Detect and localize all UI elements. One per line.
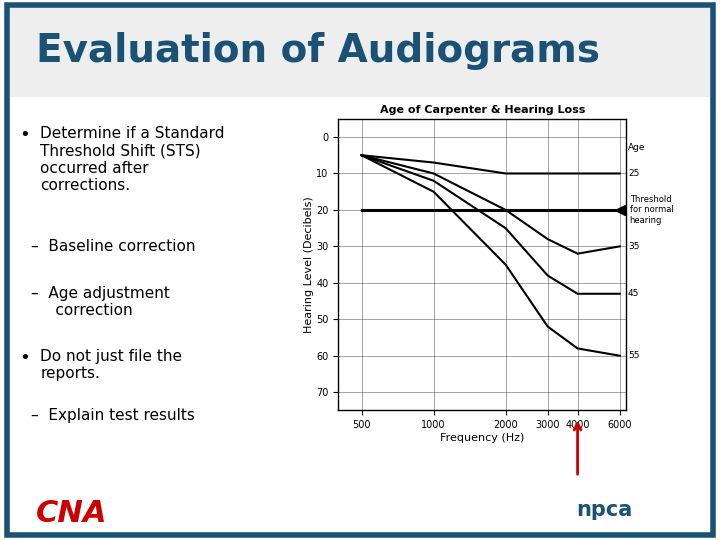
Text: Evaluation of Audiograms: Evaluation of Audiograms (36, 32, 600, 70)
Text: 45: 45 (628, 289, 639, 298)
Text: 55: 55 (628, 351, 639, 360)
Text: –  Explain test results: – Explain test results (32, 408, 195, 423)
Text: Determine if a Standard
Threshold Shift (STS)
occurred after
corrections.: Determine if a Standard Threshold Shift … (40, 126, 225, 193)
Text: 35: 35 (628, 242, 639, 251)
Text: –  Baseline correction: – Baseline correction (32, 239, 196, 254)
Y-axis label: Hearing Level (Decibels): Hearing Level (Decibels) (304, 196, 313, 333)
X-axis label: Frequency (Hz): Frequency (Hz) (440, 433, 525, 443)
Title: Age of Carpenter & Hearing Loss: Age of Carpenter & Hearing Loss (379, 105, 585, 115)
Text: Age: Age (628, 144, 646, 152)
Text: –  Age adjustment
     correction: – Age adjustment correction (32, 286, 170, 318)
Text: Do not just file the
reports.: Do not just file the reports. (40, 349, 182, 381)
Text: Threshold
for normal
hearing: Threshold for normal hearing (629, 195, 673, 225)
Text: CNA: CNA (36, 498, 107, 528)
Text: 25: 25 (628, 169, 639, 178)
Text: npca: npca (576, 500, 632, 521)
Text: •: • (19, 349, 30, 367)
Text: •: • (19, 126, 30, 144)
